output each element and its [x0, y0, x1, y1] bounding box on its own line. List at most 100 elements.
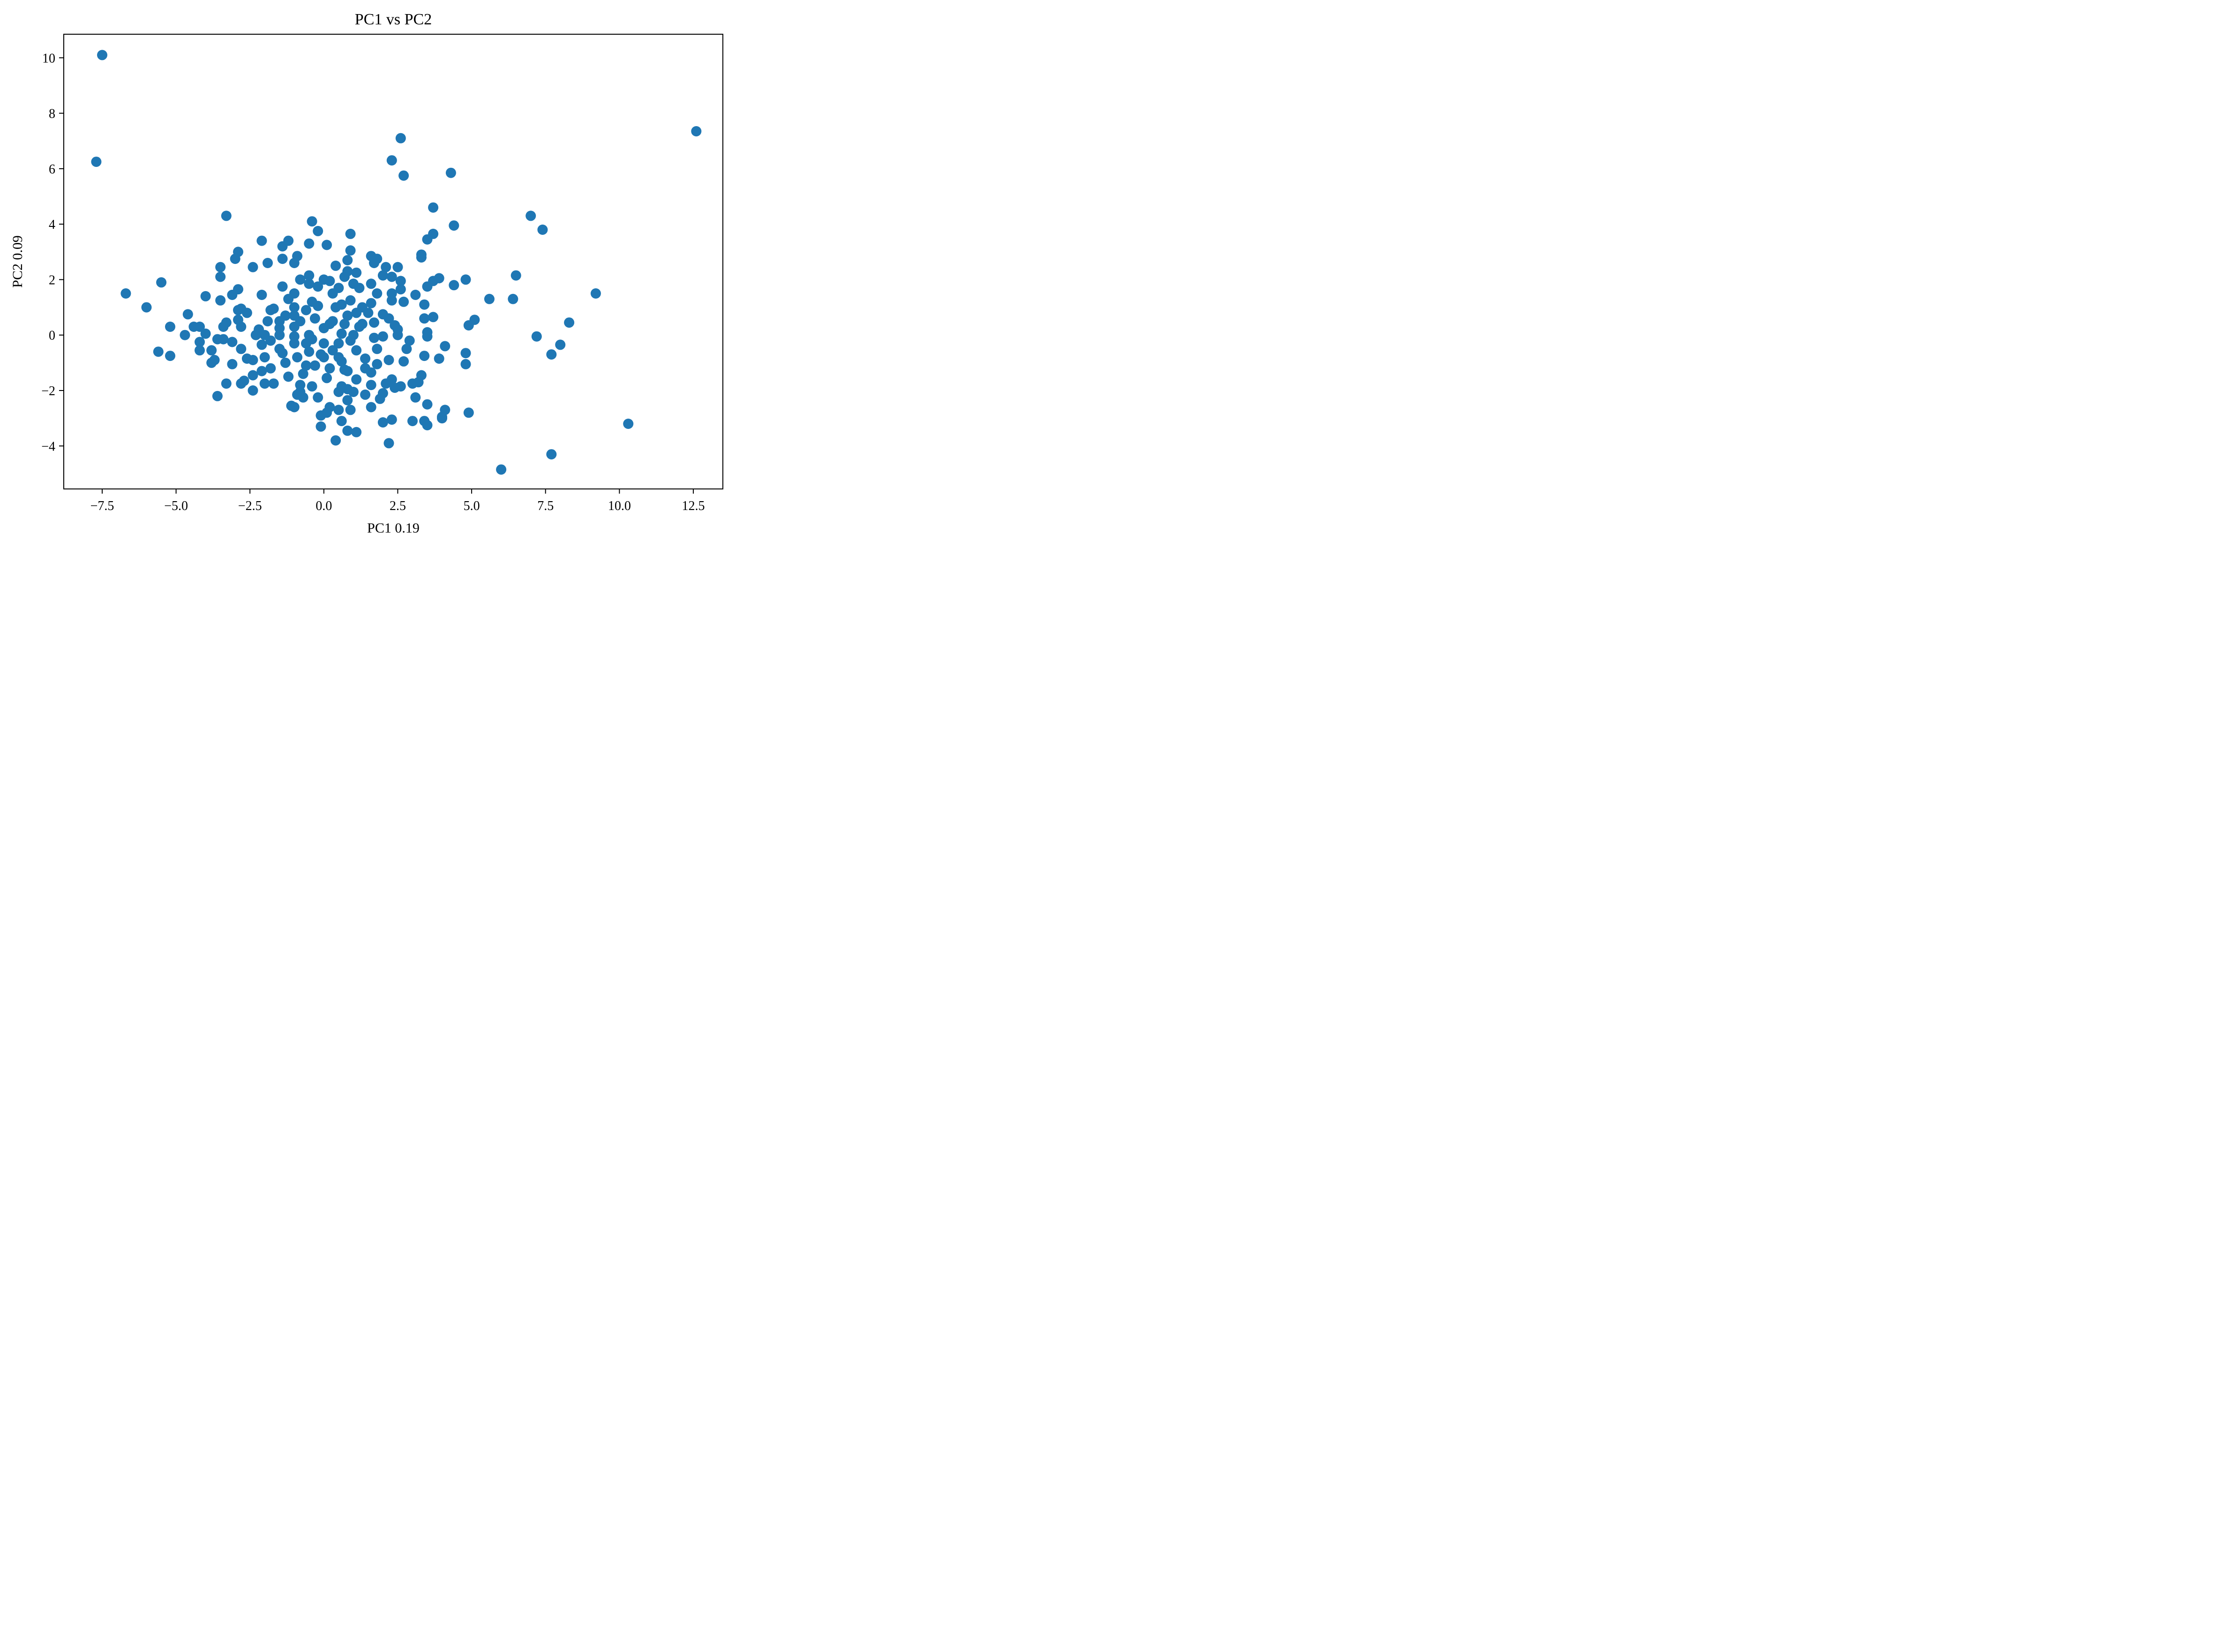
- data-point: [342, 255, 353, 265]
- data-point: [381, 262, 391, 272]
- data-point: [511, 270, 521, 281]
- data-point: [248, 262, 258, 272]
- data-point: [437, 413, 447, 424]
- data-point: [398, 356, 409, 367]
- data-point: [366, 380, 376, 390]
- data-point: [377, 417, 388, 428]
- y-axis-label: PC2 0.09: [10, 235, 25, 288]
- data-point: [395, 133, 406, 143]
- data-point: [165, 351, 175, 361]
- data-point: [322, 240, 332, 250]
- data-point: [398, 170, 409, 181]
- data-point: [404, 335, 415, 346]
- data-point: [351, 427, 362, 437]
- data-point: [304, 278, 315, 289]
- data-point: [327, 288, 338, 299]
- data-point: [413, 377, 424, 388]
- data-point: [333, 352, 344, 363]
- data-point: [309, 360, 320, 371]
- data-point: [313, 281, 323, 292]
- y-tick-label: 2: [49, 273, 55, 287]
- data-point: [419, 313, 430, 324]
- data-point: [419, 351, 430, 361]
- data-point: [301, 338, 311, 349]
- data-point: [206, 357, 217, 368]
- data-point: [386, 295, 397, 306]
- data-point: [313, 225, 323, 236]
- data-point: [212, 334, 223, 345]
- data-point: [496, 464, 507, 475]
- data-point: [398, 296, 409, 307]
- data-point: [141, 302, 152, 313]
- data-point: [422, 281, 433, 292]
- data-point: [392, 330, 403, 340]
- data-point: [623, 419, 634, 429]
- data-point: [460, 348, 471, 359]
- data-point: [97, 50, 107, 60]
- data-point: [345, 245, 356, 256]
- data-point: [434, 353, 444, 364]
- data-point: [555, 339, 566, 350]
- data-point: [215, 262, 226, 272]
- y-tick-label: 6: [49, 162, 55, 177]
- data-point: [195, 337, 205, 347]
- data-point: [259, 352, 270, 363]
- y-tick-label: −4: [41, 439, 55, 454]
- y-tick-label: 10: [42, 51, 55, 66]
- data-point: [324, 319, 335, 330]
- data-point: [289, 302, 300, 313]
- data-point: [274, 316, 285, 327]
- data-point: [390, 383, 400, 393]
- data-point: [395, 276, 406, 286]
- data-point: [366, 298, 376, 308]
- data-point: [351, 345, 362, 356]
- data-point: [333, 338, 344, 349]
- data-point: [236, 344, 247, 354]
- data-point: [313, 392, 323, 403]
- data-point: [221, 210, 232, 221]
- data-point: [445, 167, 456, 178]
- data-point: [277, 254, 288, 264]
- data-point: [91, 157, 102, 167]
- data-point: [381, 378, 391, 389]
- data-point: [206, 345, 217, 356]
- data-point: [283, 371, 294, 382]
- data-point: [274, 344, 285, 354]
- x-tick-label: 7.5: [537, 499, 554, 513]
- data-point: [289, 402, 300, 413]
- data-point: [348, 330, 359, 340]
- data-point: [416, 252, 427, 263]
- data-point: [250, 330, 261, 340]
- data-point: [153, 346, 164, 357]
- data-point: [383, 313, 394, 324]
- data-point: [236, 378, 247, 389]
- data-point: [200, 291, 211, 301]
- data-point: [691, 126, 702, 136]
- data-point: [277, 281, 288, 292]
- data-point: [236, 322, 247, 332]
- data-point: [351, 308, 362, 318]
- data-point: [422, 331, 433, 342]
- data-point: [315, 410, 326, 421]
- data-point: [392, 262, 403, 272]
- data-point: [227, 359, 238, 369]
- plot-area-frame: [63, 34, 723, 489]
- data-point: [318, 338, 329, 349]
- data-point: [248, 355, 258, 365]
- data-point: [386, 155, 397, 166]
- data-point: [215, 295, 226, 306]
- data-point: [336, 328, 347, 339]
- data-point: [428, 202, 439, 213]
- x-tick-label: 5.0: [464, 499, 480, 513]
- data-point: [301, 305, 311, 315]
- data-point: [295, 274, 306, 285]
- data-point: [342, 310, 353, 321]
- data-point: [233, 305, 243, 315]
- data-point: [307, 216, 317, 227]
- data-point: [342, 395, 353, 405]
- data-point: [336, 299, 347, 310]
- data-point: [428, 312, 439, 323]
- data-point: [377, 331, 388, 342]
- data-point: [230, 254, 240, 264]
- data-point: [221, 378, 232, 389]
